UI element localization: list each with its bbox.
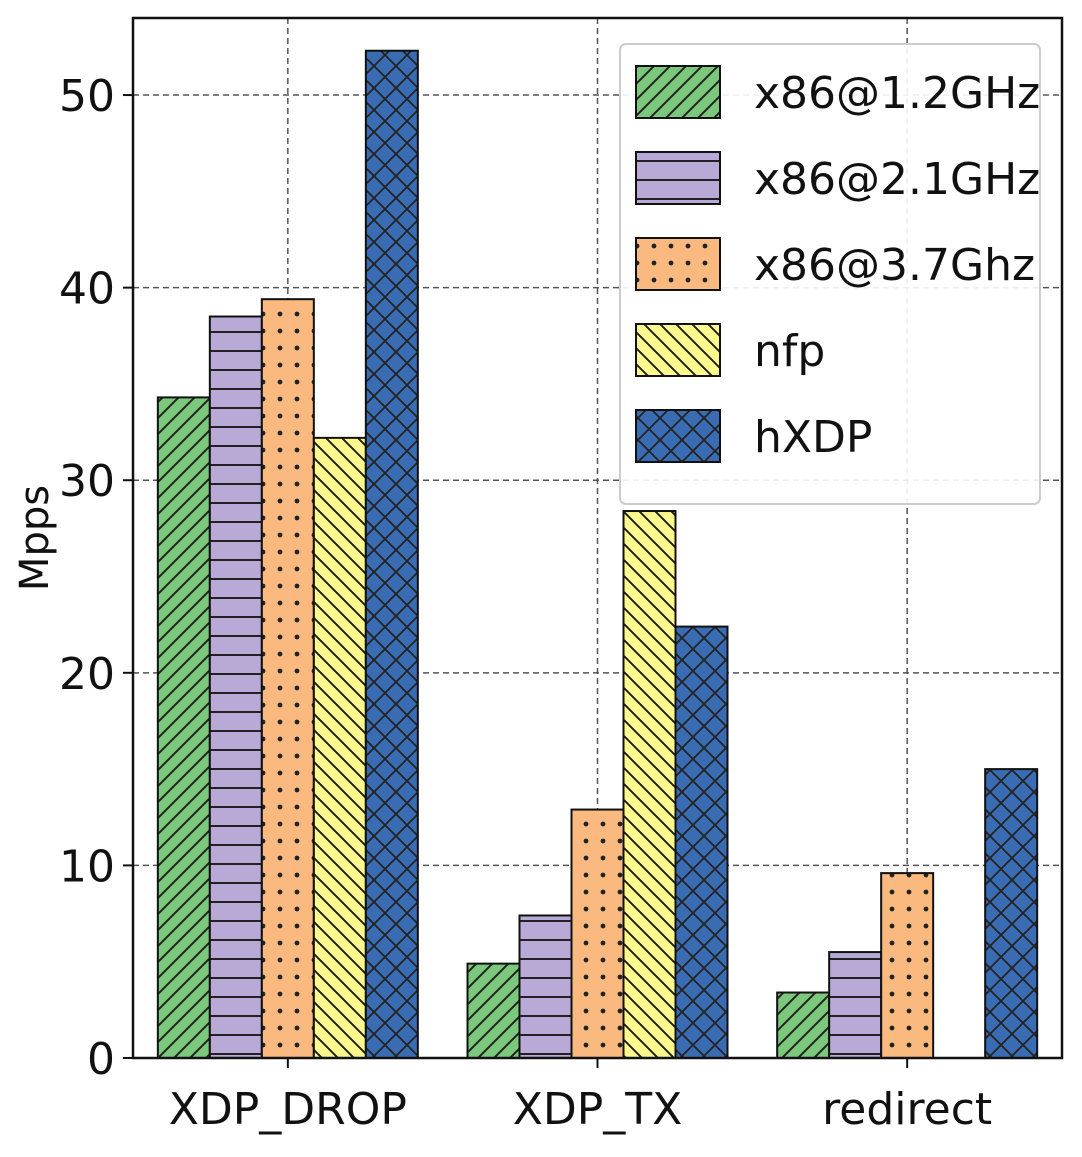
- bar-x86@3.7Ghz-XDP_DROP: [260, 298, 315, 1059]
- ticks-layer: 0 10 20 30 40 50 XDP_DROP XDP_TX redirect: [59, 71, 992, 1135]
- legend-swatch: [635, 151, 721, 205]
- bar-hatch: [776, 991, 831, 1059]
- bar-hatch: [674, 625, 729, 1059]
- bar-x86@3.7Ghz-XDP_TX: [570, 808, 625, 1059]
- legend-swatch: [635, 409, 721, 463]
- bar-hatch: [828, 951, 883, 1060]
- legend-swatch: [635, 65, 721, 119]
- bar-nfp-XDP_TX: [622, 510, 677, 1059]
- bar-hatch: [570, 808, 625, 1059]
- y-tick-label: 10: [59, 841, 115, 892]
- bar-x86@1.2GHz-XDP_DROP: [156, 396, 211, 1059]
- bar-x86@1.2GHz-XDP_TX: [466, 962, 521, 1060]
- bar-hatch: [156, 396, 211, 1059]
- bars-layer: [156, 49, 1039, 1060]
- legend-item-nfp: nfp: [635, 323, 825, 377]
- bar-nfp-XDP_DROP: [312, 436, 367, 1059]
- bar-hatch: [312, 436, 367, 1059]
- bar-x86@3.7Ghz-redirect: [880, 872, 935, 1059]
- bar-hatch: [208, 315, 263, 1060]
- legend-label: x86@2.1GHz: [754, 154, 1040, 205]
- legend: x86@1.2GHz x86@2.1GHz x86@3.7Ghz nfp hXDP: [619, 43, 1041, 505]
- bar-hatch: [364, 49, 419, 1060]
- legend-label: x86@3.7Ghz: [754, 240, 1035, 291]
- y-tick-label: 50: [59, 71, 115, 122]
- legend-swatch: [635, 237, 721, 291]
- legend-item-x86@1.2GHz: x86@1.2GHz: [635, 65, 1040, 119]
- legend-item-x86@2.1GHz: x86@2.1GHz: [635, 151, 1040, 205]
- legend-label: nfp: [754, 326, 825, 377]
- legend-swatch: [635, 323, 721, 377]
- bar-hXDP-XDP_DROP: [364, 49, 419, 1060]
- bar-x86@2.1GHz-XDP_DROP: [208, 315, 263, 1060]
- legend-item-hXDP: hXDP: [635, 409, 872, 463]
- y-tick-label: 40: [59, 264, 115, 315]
- bar-hatch: [518, 914, 573, 1060]
- bar-hXDP-XDP_TX: [674, 625, 729, 1059]
- x-tick-label: XDP_TX: [513, 1084, 683, 1135]
- legend-item-x86@3.7Ghz: x86@3.7Ghz: [635, 237, 1035, 291]
- bar-hatch: [260, 298, 315, 1059]
- bar-x86@2.1GHz-redirect: [828, 951, 883, 1060]
- y-axis-label: Mpps: [12, 485, 58, 591]
- bar-hatch: [880, 872, 935, 1059]
- bar-x86@2.1GHz-XDP_TX: [518, 914, 573, 1060]
- legend-box: [619, 43, 1041, 505]
- y-tick-label: 0: [87, 1034, 115, 1085]
- bar-hatch: [984, 768, 1039, 1059]
- legend-label: hXDP: [754, 412, 872, 463]
- x-tick-label: redirect: [822, 1084, 992, 1135]
- bar-hXDP-redirect: [984, 768, 1039, 1059]
- y-tick-label: 30: [59, 456, 115, 507]
- x-tick-label: XDP_DROP: [169, 1084, 407, 1135]
- bar-hatch: [466, 962, 521, 1060]
- legend-label: x86@1.2GHz: [754, 68, 1040, 119]
- bar-x86@1.2GHz-redirect: [776, 991, 831, 1059]
- y-tick-label: 20: [59, 649, 115, 700]
- bar-hatch: [622, 510, 677, 1059]
